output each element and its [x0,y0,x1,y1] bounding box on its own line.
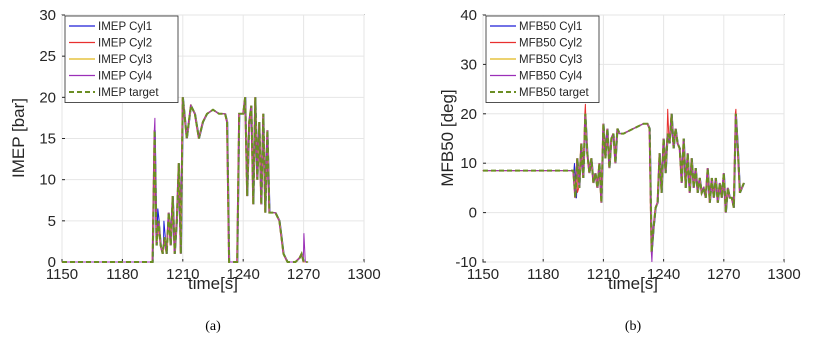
y-tick-label: 30 [39,7,56,24]
y-tick-label: 15 [39,131,56,148]
y-axis-title-b: MFB50 [deg] [438,89,457,186]
x-tick-label: 1180 [106,266,138,283]
y-tick-label: 20 [39,89,56,106]
chart-a: 1150 1180 1210 1240 1270 1300 0 5 10 15 20 25 30 tim… [9,7,381,334]
x-tick-label: 1300 [767,266,800,283]
x-tick-label: 1240 [647,266,680,283]
series-line-target [62,97,308,263]
y-tick-label: 30 [460,56,477,73]
legend-label: MFB50 Cyl2 [519,38,582,50]
x-tick-label: 1300 [347,266,380,283]
y-tick-label: 40 [460,7,477,24]
caption-a: (a) [205,319,221,334]
legend-label: IMEP target [98,87,159,99]
y-tick-label: 5 [48,213,56,230]
legend-label: IMEP Cyl1 [98,21,152,33]
legend-label: MFB50 Cyl4 [519,71,583,83]
legend-label: MFB50 target [519,87,589,99]
x-tick-label: 1180 [527,266,559,283]
series-lines-a [61,97,309,263]
y-tick-label: 10 [39,172,56,189]
y-tick-label: -10 [455,254,477,271]
x-tick-label: 1210 [166,266,199,283]
x-axis-title-b: time[s] [608,274,658,293]
legend-b: MFB50 Cyl1 MFB50 Cyl2 MFB50 Cyl3 MFB50 Cyl4… [485,15,600,103]
series-line-target [483,113,745,253]
x-tick-label: 1270 [287,266,320,283]
x-tick-label: 1210 [587,266,620,283]
y-tick-label: 20 [460,106,477,123]
legend-label: IMEP Cyl3 [98,54,152,66]
tick-labels-b: 1150 1180 1210 1240 1270 1300 -10 0 10 20 30 40 [455,7,800,283]
y-tick-label: 0 [48,254,56,271]
y-tick-label: 25 [39,48,56,65]
tick-labels-a: 1150 1180 1210 1240 1270 1300 0 5 10 15 20 25 30 [39,7,380,283]
x-tick-label: 1270 [707,266,740,283]
x-tick-label: 1150 [467,266,499,283]
series-lines-b [482,103,745,263]
legend-label: IMEP Cyl4 [98,71,153,83]
x-tick-label: 1150 [46,266,78,283]
chart-b: 1150 1180 1210 1240 1270 1300 -10 0 10 20 30 40 tim… [438,7,801,334]
caption-b: (b) [625,319,642,334]
x-axis-title-a: time[s] [188,274,238,293]
x-tick-label: 1240 [227,266,260,283]
legend-label: IMEP Cyl2 [98,38,152,50]
y-axis-title-a: IMEP [bar] [9,98,28,178]
legend-label: MFB50 Cyl3 [519,54,582,66]
legend-a: IMEP Cyl1 IMEP Cyl2 IMEP Cyl3 IMEP Cyl4 IMEP… [64,15,179,103]
y-tick-label: 0 [469,205,477,222]
legend-label: MFB50 Cyl1 [519,21,582,33]
y-tick-label: 10 [460,155,477,172]
